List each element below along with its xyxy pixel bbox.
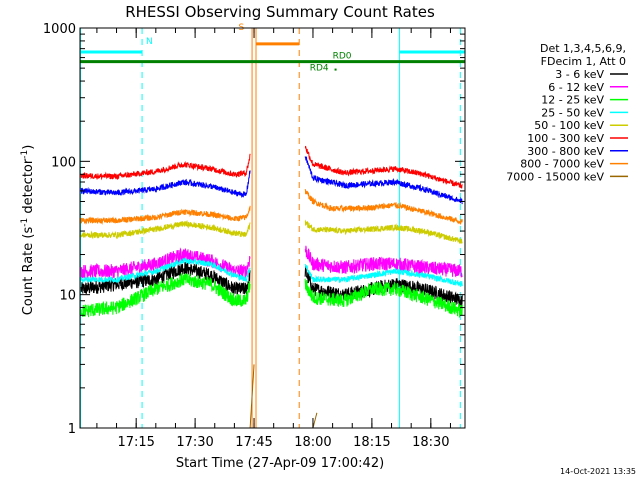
legend-entry-label: 3 - 6 keV: [555, 68, 604, 81]
chart-title: RHESSI Observing Summary Count Rates: [125, 3, 435, 21]
legend-header: FDecim 1, Att 0: [541, 55, 626, 68]
y-axis-label-part: detector: [21, 158, 36, 218]
series-line: [80, 205, 251, 225]
series-line: [80, 153, 251, 181]
x-tick-label: 17:30: [176, 435, 213, 450]
timestamp: 14-Oct-2021 13:35: [560, 467, 636, 476]
plot-frame: [79, 27, 466, 429]
series-line: [304, 156, 463, 205]
y-axis-label-sup: -1: [20, 150, 30, 159]
legend-entry-label: 12 - 25 keV: [541, 94, 604, 107]
y-axis-label: Count Rate (s-1 detector-1): [20, 145, 36, 316]
x-axis: 17:15 17:30 17:45 18:00 18:15 18:30: [96, 28, 451, 450]
flag-label: RD0: [333, 52, 352, 62]
x-tick-label: 17:45: [235, 435, 272, 450]
series-line: [80, 257, 251, 284]
series-line: [304, 145, 463, 189]
series-line: [80, 261, 251, 296]
series-line: [80, 247, 251, 279]
series-line: [312, 412, 318, 428]
legend-entry-label: 800 - 7000 keV: [520, 158, 604, 171]
series-line: [80, 219, 251, 240]
y-axis-label-part: Count Rate (s: [21, 227, 36, 316]
flag-label: N: [146, 37, 153, 47]
series-line: [80, 272, 251, 318]
x-axis-label: Start Time (27-Apr-09 17:00:42): [176, 456, 384, 471]
legend-entry-label: 100 - 300 keV: [527, 132, 604, 145]
series-line: [80, 170, 251, 198]
y-tick-label: 1000: [43, 22, 76, 37]
flag-label: RD4: [310, 64, 329, 74]
legend-entry-label: 50 - 100 keV: [534, 119, 604, 132]
series-lines: [80, 145, 463, 428]
legend-header: Det 1,3,4,5,6,9,: [540, 42, 626, 55]
y-axis-label-sup: -1: [20, 218, 30, 227]
x-tick-label: 18:00: [294, 435, 331, 450]
y-tick-label: 1: [68, 422, 76, 437]
y-axis: 1 10 100 1000: [43, 22, 465, 437]
y-tick-label: 10: [59, 289, 76, 304]
x-tick-label: 18:30: [412, 435, 449, 450]
series-line: [249, 364, 255, 428]
series-line: [304, 189, 463, 225]
legend: Det 1,3,4,5,6,9, FDecim 1, Att 0 3 - 6 k…: [506, 42, 628, 183]
legend-entry-label: 6 - 12 keV: [548, 81, 604, 94]
series-line: [304, 245, 463, 278]
legend-entry-label: 300 - 800 keV: [527, 145, 604, 158]
series-line: [304, 278, 463, 319]
x-tick-label: 17:15: [117, 435, 154, 450]
flag-marker: [334, 68, 337, 71]
series-line: [304, 263, 463, 287]
series-line: [304, 219, 463, 244]
x-tick-label: 18:15: [353, 435, 390, 450]
legend-entry-label: 25 - 50 keV: [541, 106, 604, 119]
y-axis-label-part: ): [21, 145, 36, 150]
y-tick-label: 100: [51, 155, 76, 170]
legend-entry-label: 7000 - 15000 keV: [506, 170, 604, 183]
